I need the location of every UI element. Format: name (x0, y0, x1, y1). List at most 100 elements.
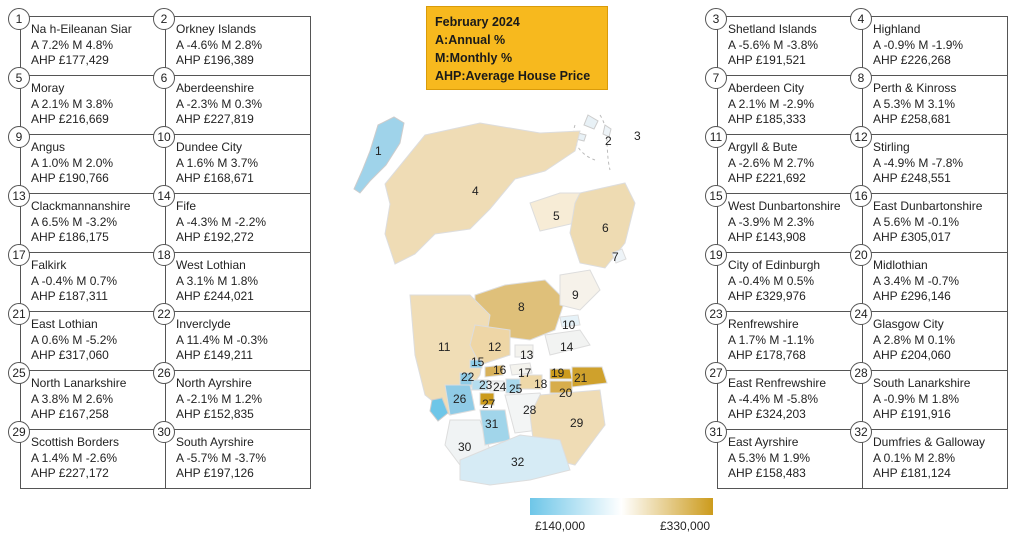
region-name: Stirling (873, 140, 910, 154)
region-number-badge: 17 (8, 244, 30, 266)
map-label-9: 9 (572, 288, 579, 302)
region-change-stats: A -2.6% M 2.7% (728, 155, 815, 170)
region-number-badge: 25 (8, 362, 30, 384)
region-name: West Lothian (176, 258, 246, 272)
map-label-14: 14 (560, 340, 574, 354)
region-card-8: 8 Perth & Kinross A 5.3% M 3.1% AHP £258,68… (850, 67, 1008, 135)
legend-monthly: M:Monthly % (435, 51, 513, 65)
legend-title: February 2024 (435, 15, 520, 29)
region-card-22: 22 Inverclyde A 11.4% M -0.3% AHP £149,211 (153, 303, 311, 371)
region-card-31: 31 East Ayrshire A 5.3% M 1.9% AHP £158,483 (705, 421, 863, 489)
region-number-badge: 28 (850, 362, 872, 384)
region-9-shape (559, 269, 601, 311)
region-change-stats: A -4.3% M -2.2% (176, 214, 267, 229)
region-name: Aberdeenshire (176, 81, 255, 95)
region-change-stats: A 6.5% M -3.2% (31, 214, 118, 229)
region-number-badge: 32 (850, 421, 872, 443)
region-average-price: AHP £204,060 (873, 348, 951, 362)
region-number-badge: 27 (705, 362, 727, 384)
region-21-shape (571, 366, 608, 388)
region-change-stats: A 2.1% M 3.8% (31, 96, 114, 111)
map-label-8: 8 (518, 300, 525, 314)
region-number-badge: 21 (8, 303, 30, 325)
region-card-10: 10 Dundee City A 1.6% M 3.7% AHP £168,671 (153, 126, 311, 194)
region-7-shape (611, 248, 627, 264)
region-26-shape (444, 384, 476, 416)
region-name: Dumfries & Galloway (873, 435, 986, 449)
region-number-badge: 2 (153, 8, 175, 30)
region-average-price: AHP £227,819 (176, 112, 254, 126)
region-average-price: AHP £258,681 (873, 112, 951, 126)
region-average-price: AHP £190,766 (31, 171, 109, 185)
region-name: Orkney Islands (176, 22, 257, 36)
region-average-price: AHP £244,021 (176, 289, 254, 303)
region-change-stats: A 2.1% M -2.9% (728, 96, 815, 111)
region-name: Dundee City (176, 140, 243, 154)
region-number-badge: 9 (8, 126, 30, 148)
scale-max-label: £330,000 (660, 519, 711, 533)
region-change-stats: A -3.9% M 2.3% (728, 214, 815, 229)
region-card-1: 1 Na h-Eileanan Siar A 7.2% M 4.8% AHP £177… (8, 8, 166, 76)
region-32-shape (459, 434, 571, 486)
region-average-price: AHP £158,483 (728, 466, 806, 480)
region-change-stats: A 1.0% M 2.0% (31, 155, 114, 170)
region-card-27: 27 East Renfrewshire A -4.4% M -5.8% AHP £3… (705, 362, 863, 430)
region-2-island (575, 114, 599, 142)
region-name: Renfrewshire (728, 317, 799, 331)
map-label-25: 25 (509, 382, 523, 396)
region-name: Inverclyde (176, 317, 231, 331)
region-card-5: 5 Moray A 2.1% M 3.8% AHP £216,669 (8, 67, 166, 135)
region-card-28: 28 South Lanarkshire A -0.9% M 1.8% AHP £19… (850, 362, 1008, 430)
region-change-stats: A 0.6% M -5.2% (31, 332, 118, 347)
region-average-price: AHP £152,835 (176, 407, 254, 421)
region-27-shape (479, 392, 495, 406)
region-name: East Ayrshire (728, 435, 799, 449)
region-change-stats: A 2.8% M 0.1% (873, 332, 956, 347)
region-number-badge: 3 (705, 8, 727, 30)
region-number-badge: 1 (8, 8, 30, 30)
region-change-stats: A -0.4% M 0.5% (728, 273, 815, 288)
region-change-stats: A 0.1% M 2.8% (873, 450, 956, 465)
map-label-10: 10 (562, 318, 576, 332)
map-label-12: 12 (488, 340, 502, 354)
region-name: Midlothian (873, 258, 928, 272)
region-name: Argyll & Bute (728, 140, 798, 154)
region-name: East Renfrewshire (728, 376, 827, 390)
region-number-badge: 18 (153, 244, 175, 266)
map-label-6: 6 (602, 221, 609, 235)
region-name: West Dunbartonshire (728, 199, 841, 213)
map-label-26: 26 (453, 392, 467, 406)
region-number-badge: 8 (850, 67, 872, 89)
region-number-badge: 22 (153, 303, 175, 325)
region-4-shape (384, 122, 581, 265)
region-change-stats: A 1.4% M -2.6% (31, 450, 118, 465)
region-average-price: AHP £191,916 (873, 407, 951, 421)
region-1-shape (353, 116, 405, 194)
arran-island (429, 397, 449, 422)
region-change-stats: A -0.9% M 1.8% (873, 391, 960, 406)
region-change-stats: A -0.4% M 0.7% (31, 273, 118, 288)
map-label-5: 5 (553, 209, 560, 223)
region-card-14: 14 Fife A -4.3% M -2.2% AHP £192,272 (153, 185, 311, 253)
region-average-price: AHP £216,669 (31, 112, 109, 126)
region-name: East Lothian (31, 317, 98, 331)
region-number-badge: 7 (705, 67, 727, 89)
region-card-21: 21 East Lothian A 0.6% M -5.2% AHP £317,060 (8, 303, 166, 371)
region-change-stats: A 5.6% M -0.1% (873, 214, 960, 229)
region-name: North Lanarkshire (31, 376, 127, 390)
region-table-left: 1 Na h-Eileanan Siar A 7.2% M 4.8% AHP £177… (8, 8, 311, 489)
map-label-20: 20 (559, 386, 573, 400)
region-average-price: AHP £168,671 (176, 171, 254, 185)
region-average-price: AHP £186,175 (31, 230, 109, 244)
region-change-stats: A 3.8% M 2.6% (31, 391, 114, 406)
region-17-shape (509, 362, 533, 376)
legend-annual: A:Annual % (435, 33, 506, 47)
region-average-price: AHP £177,429 (31, 53, 109, 67)
region-number-badge: 29 (8, 421, 30, 443)
map-label-19: 19 (551, 366, 565, 380)
map-label-11: 11 (438, 340, 451, 354)
region-number-badge: 16 (850, 185, 872, 207)
region-24-shape (489, 380, 505, 392)
map-label-7: 7 (612, 250, 619, 264)
map-label-18: 18 (534, 377, 548, 391)
